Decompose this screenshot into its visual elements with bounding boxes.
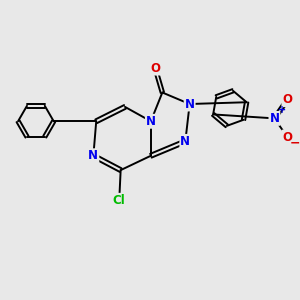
Text: N: N <box>269 112 279 125</box>
Text: N: N <box>184 98 195 110</box>
Text: N: N <box>146 115 156 128</box>
Text: −: − <box>290 137 300 150</box>
Text: O: O <box>282 130 292 144</box>
Text: O: O <box>150 61 160 75</box>
Text: N: N <box>88 149 98 162</box>
Text: Cl: Cl <box>113 194 126 207</box>
Text: N: N <box>180 135 190 148</box>
Text: O: O <box>282 93 292 106</box>
Text: +: + <box>278 105 286 115</box>
